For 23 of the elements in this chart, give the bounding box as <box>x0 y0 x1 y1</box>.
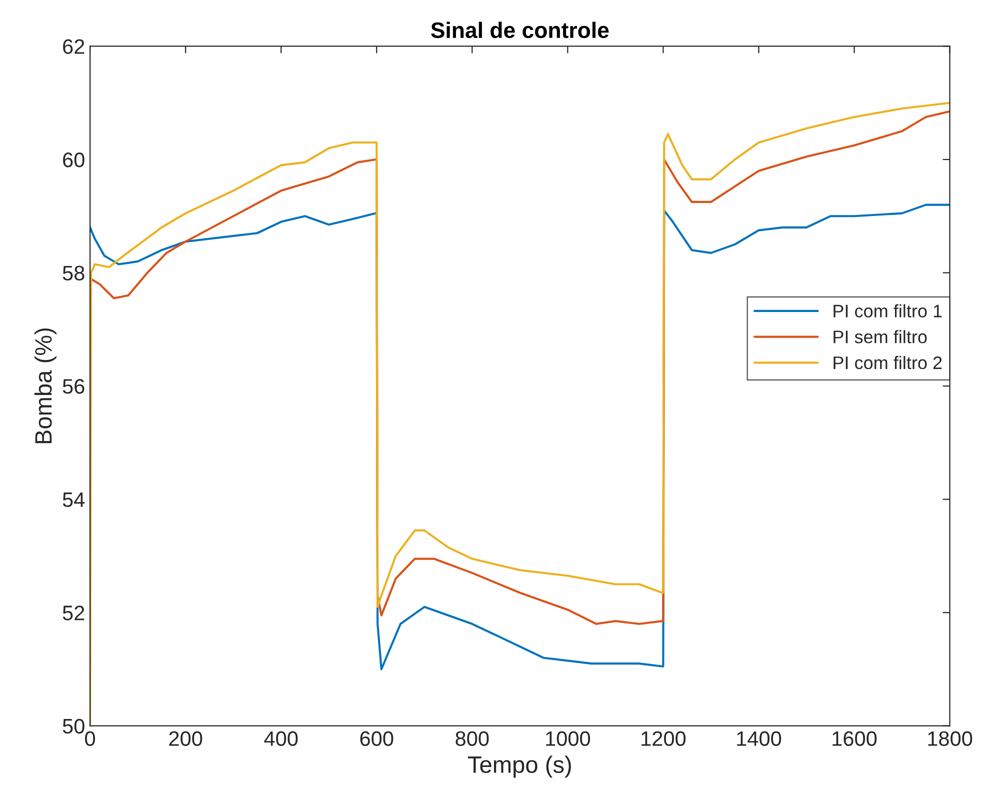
y-tick-label: 62 <box>63 39 84 54</box>
x-tick-label: 1200 <box>642 731 686 746</box>
x-axis-title: Tempo (s) <box>468 756 571 778</box>
legend-label: PI com filtro 1 <box>834 304 942 318</box>
x-tick-label: 1800 <box>928 731 972 746</box>
x-tick-label: 1600 <box>832 731 877 746</box>
legend-label: PI com filtro 2 <box>834 356 942 370</box>
y-axis-title: Bomba (%) <box>34 328 56 444</box>
x-tick-label: 0 <box>85 731 96 746</box>
x-tick-label: 1000 <box>546 731 590 746</box>
x-tick-label: 200 <box>169 731 202 746</box>
y-tick-label: 54 <box>62 492 85 508</box>
x-tick-label: 1400 <box>737 731 782 746</box>
x-tick-label: 400 <box>264 731 298 746</box>
y-tick-label: 56 <box>62 379 84 394</box>
x-tick-label: 600 <box>360 731 394 746</box>
y-tick-label: 58 <box>62 266 84 281</box>
y-tick-label: 50 <box>62 718 84 734</box>
y-tick-label: 52 <box>62 606 84 620</box>
chart-title: Sinal de controle <box>431 22 609 38</box>
x-tick-label: 800 <box>456 731 489 746</box>
legend-label: PI sem filtro <box>834 330 927 344</box>
y-tick-label: 60 <box>63 152 84 168</box>
